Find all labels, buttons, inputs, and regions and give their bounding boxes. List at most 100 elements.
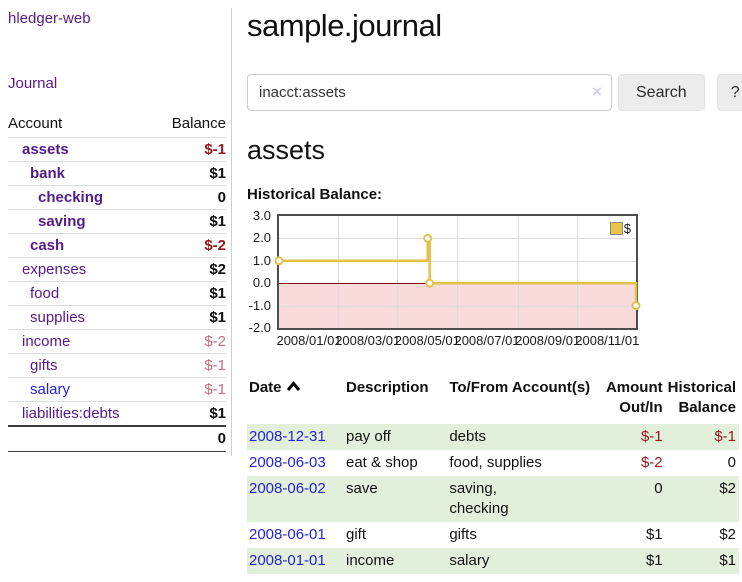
account-balance: $1 [154,209,226,234]
account-row: liabilities:debts $1 [8,401,226,426]
account-row: expenses $2 [8,257,226,282]
data-point-marker [423,233,433,243]
register-column-label: Amount Out/In [605,379,663,416]
transaction-accounts: food, supplies [449,454,542,471]
data-point-marker [425,278,435,288]
account-row: checking 0 [8,185,226,210]
y-tick-label: 1.0 [252,252,271,268]
account-balance: $-2 [154,233,226,258]
balance-line-series [274,233,641,311]
transaction-accounts: debts [449,428,487,445]
x-tick-label: 2008/09/01 [515,333,581,348]
transaction-date-link[interactable]: 2008-06-01 [249,526,326,543]
account-link[interactable]: salary [30,381,71,398]
register-header-date-sortable[interactable]: Date [247,376,344,424]
clear-search-icon[interactable]: × [592,82,602,101]
register-header-cell: To/From Account(s) [447,376,593,424]
account-balance: 0 [154,185,226,210]
transaction-balance: $2 [719,480,736,497]
data-point-marker [631,301,641,311]
x-tick-label: 2008/11/01 [575,333,640,348]
account-balance: $-1 [154,137,226,162]
account-link[interactable]: bank [30,165,66,182]
x-tick-label: 2008/01/01 [276,333,342,348]
register-header-cell: Historical Balance [666,376,739,424]
legend-label: $ [623,221,631,236]
v-gridline [577,216,579,328]
search-button[interactable]: Search [618,74,705,111]
transaction-description: eat & shop [346,454,418,471]
page-title: sample.journal [247,8,442,43]
y-tick-label: 3.0 [252,208,271,223]
transaction-accounts: saving, checking [449,480,509,517]
register-column-label: Historical Balance [667,379,736,416]
chart-legend: $ [609,221,631,236]
main-content: sample.journal × Search ? assets Histori… [232,8,742,574]
historical-balance-chart: 3.0 2.0 1.0 0.0 -1.0 -2.0 $ 2008/01/01 2008/03… [247,208,641,351]
accounts-header-row: Account Balance [8,112,226,138]
sidebar-item-journal[interactable]: Journal [8,75,58,92]
account-row: income $-2 [8,329,226,354]
sidebar: hledger-web Journal Account Balance asse… [8,8,232,456]
help-button[interactable]: ? [716,74,742,111]
transaction-description: gift [346,526,367,543]
account-link[interactable]: gifts [30,357,58,374]
account-row: assets $-1 [8,137,226,162]
transaction-date-link[interactable]: 2008-06-03 [249,454,326,471]
accounts-header-balance: Balance [171,115,226,132]
transaction-date-link[interactable]: 2008-12-31 [249,428,326,445]
account-row: salary $-1 [8,377,226,402]
accounts-table: Account Balance assets $-1 bank $1 checking 0… [8,112,226,452]
v-gridline [337,216,339,328]
account-balance: $-1 [154,377,226,402]
account-link[interactable]: supplies [30,309,86,326]
x-tick-label: 2008/07/01 [454,333,520,348]
transaction-amount: $-1 [640,428,663,445]
search-bar: × Search ? [247,74,742,111]
legend-swatch-icon [609,222,623,235]
account-link[interactable]: liabilities:debts [22,405,120,422]
search-input-wrap: × [247,74,612,111]
account-row: bank $1 [8,161,226,186]
transaction-description: pay off [346,428,391,445]
account-link[interactable]: saving [38,213,86,230]
register-column-label: Description [346,379,429,396]
register-column-label: Date [249,379,282,396]
transaction-accounts: salary [449,552,490,569]
transaction-amount: $1 [645,526,663,543]
transaction-row: 2008-06-01 gift gifts $1 $2 [247,522,739,548]
account-link[interactable]: expenses [22,261,87,278]
search-input[interactable] [247,74,612,111]
account-link[interactable]: cash [30,237,65,254]
account-row: gifts $-1 [8,353,226,378]
transaction-date-link[interactable]: 2008-06-02 [249,480,326,497]
transaction-accounts: gifts [449,526,477,543]
account-heading: assets [247,135,326,165]
app-title-link[interactable]: hledger-web [8,10,91,27]
transaction-row: 2008-12-31 pay off debts $-1 $-1 [247,424,739,450]
account-balance: $2 [154,257,226,282]
account-link[interactable]: food [30,285,60,302]
account-link[interactable]: income [22,333,71,350]
v-gridline [397,216,399,328]
v-gridline [517,216,519,328]
accounts-total-balance: 0 [154,425,226,452]
account-row: supplies $1 [8,305,226,330]
account-link[interactable]: assets [22,141,69,158]
transaction-row: 2008-01-01 income salary $1 $1 [247,548,739,574]
account-balance: $1 [154,305,226,330]
account-link[interactable]: checking [38,189,104,206]
chart-y-axis: 3.0 2.0 1.0 0.0 -1.0 -2.0 [247,208,273,335]
transaction-balance: 0 [727,454,736,471]
data-point-marker [274,256,284,266]
account-row: saving $1 [8,209,226,234]
register-header-row: Date Description To/From Account(s) Amount … [247,376,739,424]
v-gridline [457,216,458,328]
register-column-label: To/From Account(s) [449,379,591,396]
transaction-date-link[interactable]: 2008-01-01 [249,552,326,569]
transaction-balance: $-1 [714,428,736,445]
transaction-description: save [346,480,378,497]
sort-ascending-icon [286,381,300,391]
y-tick-label: 0.0 [252,275,271,291]
